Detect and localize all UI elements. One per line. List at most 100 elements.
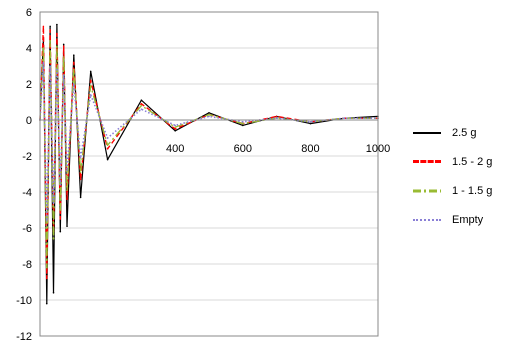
y-tick-label-9: 6	[26, 7, 32, 19]
series-3-point-10	[79, 171, 82, 173]
legend-swatch-3	[413, 189, 441, 192]
series-3-point-1	[42, 47, 45, 49]
legend-swatch-1	[413, 131, 441, 134]
series-4-point-2	[45, 220, 48, 222]
x-tick-label-1: 600	[234, 143, 252, 155]
series-4-point-18	[309, 121, 312, 123]
series-4-point-1	[42, 61, 45, 64]
gridlines	[40, 11, 378, 337]
legend-item-1: 2.5 g	[413, 118, 508, 147]
series-1-point-18	[309, 122, 312, 125]
series-line-2	[39, 25, 378, 280]
series-1-point-8	[66, 225, 68, 227]
series-3-point-2	[45, 266, 48, 269]
series-3-point-7	[62, 56, 65, 58]
series-4-point-15	[208, 115, 210, 118]
y-tick-label-6: 0	[26, 115, 32, 127]
legend-label-4: Empty	[452, 213, 484, 226]
legend-item-4: Empty	[413, 205, 508, 234]
series-2-point-13	[140, 103, 143, 105]
legend-item-2: 1.5 - 2 g	[413, 147, 508, 176]
series-3-point-15	[208, 113, 210, 116]
series-4-point-14	[174, 124, 176, 127]
series-layer	[39, 23, 379, 305]
series-2-point-3	[49, 29, 51, 31]
series-2-point-1	[42, 25, 45, 28]
series-2-point-11	[89, 79, 92, 82]
series-line-4	[39, 61, 378, 222]
series-line-1	[39, 24, 379, 305]
series-1-point-15	[208, 112, 210, 114]
series-2-point-9	[73, 61, 75, 64]
legend-label-3: 1 - 1.5 g	[452, 184, 493, 197]
y-tick-label-2: -8	[22, 259, 32, 271]
series-4-point-8	[66, 169, 68, 172]
series-1-point-5	[56, 23, 58, 26]
series-1-point-7	[62, 43, 65, 46]
series-4-point-3	[49, 65, 51, 67]
series-4-point-10	[79, 157, 82, 159]
series-4-point-19	[343, 117, 346, 119]
series-1-point-3	[49, 25, 51, 28]
x-tick-label-0: 400	[166, 143, 184, 155]
series-1-point-10	[79, 196, 82, 199]
series-3-point-9	[73, 68, 75, 71]
series-2-point-12	[106, 148, 109, 150]
series-2-point-8	[66, 198, 68, 200]
series-1-point-2	[45, 302, 48, 305]
legend-label-1: 2.5 g	[452, 126, 477, 139]
series-4-point-9	[73, 83, 75, 85]
series-3-point-5	[56, 45, 58, 47]
series-1-point-13	[140, 99, 143, 101]
plot-border	[39, 11, 379, 337]
series-1-point-14	[174, 130, 176, 132]
series-2-point-17	[275, 115, 278, 118]
series-4-point-12	[106, 137, 109, 139]
series-2-point-6	[59, 218, 62, 220]
legend-item-3: 1 - 1.5 g	[413, 176, 508, 205]
series-1-point-6	[59, 230, 62, 233]
legend: 2.5 g 1.5 - 2 g 1 - 1.5 g Empty	[413, 118, 508, 234]
series-3-point-11	[89, 85, 92, 87]
series-3-point-4	[52, 238, 55, 240]
series-1-point-9	[73, 54, 75, 56]
y-tick-label-8: 4	[26, 43, 32, 55]
legend-swatch-4	[413, 218, 441, 221]
series-4-point-17	[275, 117, 278, 119]
series-3-point-13	[140, 104, 143, 107]
y-tick-label-5: -2	[22, 151, 32, 163]
series-1-point-12	[106, 158, 109, 161]
series-3-point-3	[49, 40, 51, 42]
y-tick-label-3: -6	[22, 223, 32, 235]
series-2-point-5	[56, 32, 58, 35]
series-4-point-11	[89, 94, 92, 96]
series-4-point-16	[242, 121, 244, 123]
legend-label-2: 1.5 - 2 g	[452, 155, 493, 168]
series-2-point-10	[79, 178, 82, 181]
series-3-point-16	[242, 122, 244, 125]
legend-swatch-2	[413, 160, 441, 163]
y-tick-label-0: -12	[16, 331, 32, 343]
y-tick-label-4: -4	[22, 187, 32, 199]
series-3-point-14	[174, 126, 176, 128]
y-tick-label-7: 2	[26, 79, 32, 91]
series-4-point-4	[52, 202, 55, 204]
series-1-point-4	[52, 292, 55, 294]
series-2-point-7	[62, 45, 65, 47]
series-1-point-16	[242, 124, 244, 127]
series-3-point-8	[66, 189, 68, 191]
x-tick-label-2: 800	[301, 143, 319, 155]
series-3-point-6	[59, 209, 62, 211]
series-4-point-13	[140, 108, 143, 110]
series-3-point-12	[106, 144, 109, 146]
series-4-point-7	[62, 74, 65, 76]
x-tick-labels: 400 600 800 1000	[166, 143, 390, 155]
series-4-point-5	[56, 68, 58, 71]
series-2-point-2	[45, 277, 48, 280]
y-tick-labels: -12 -10 -8 -6 -4 -2 0 2 4 6	[16, 7, 32, 343]
x-tick-label-3: 1000	[366, 143, 390, 155]
series-1-point-11	[89, 70, 92, 73]
series-2-point-14	[174, 128, 176, 130]
y-tick-label-1: -10	[16, 295, 32, 307]
